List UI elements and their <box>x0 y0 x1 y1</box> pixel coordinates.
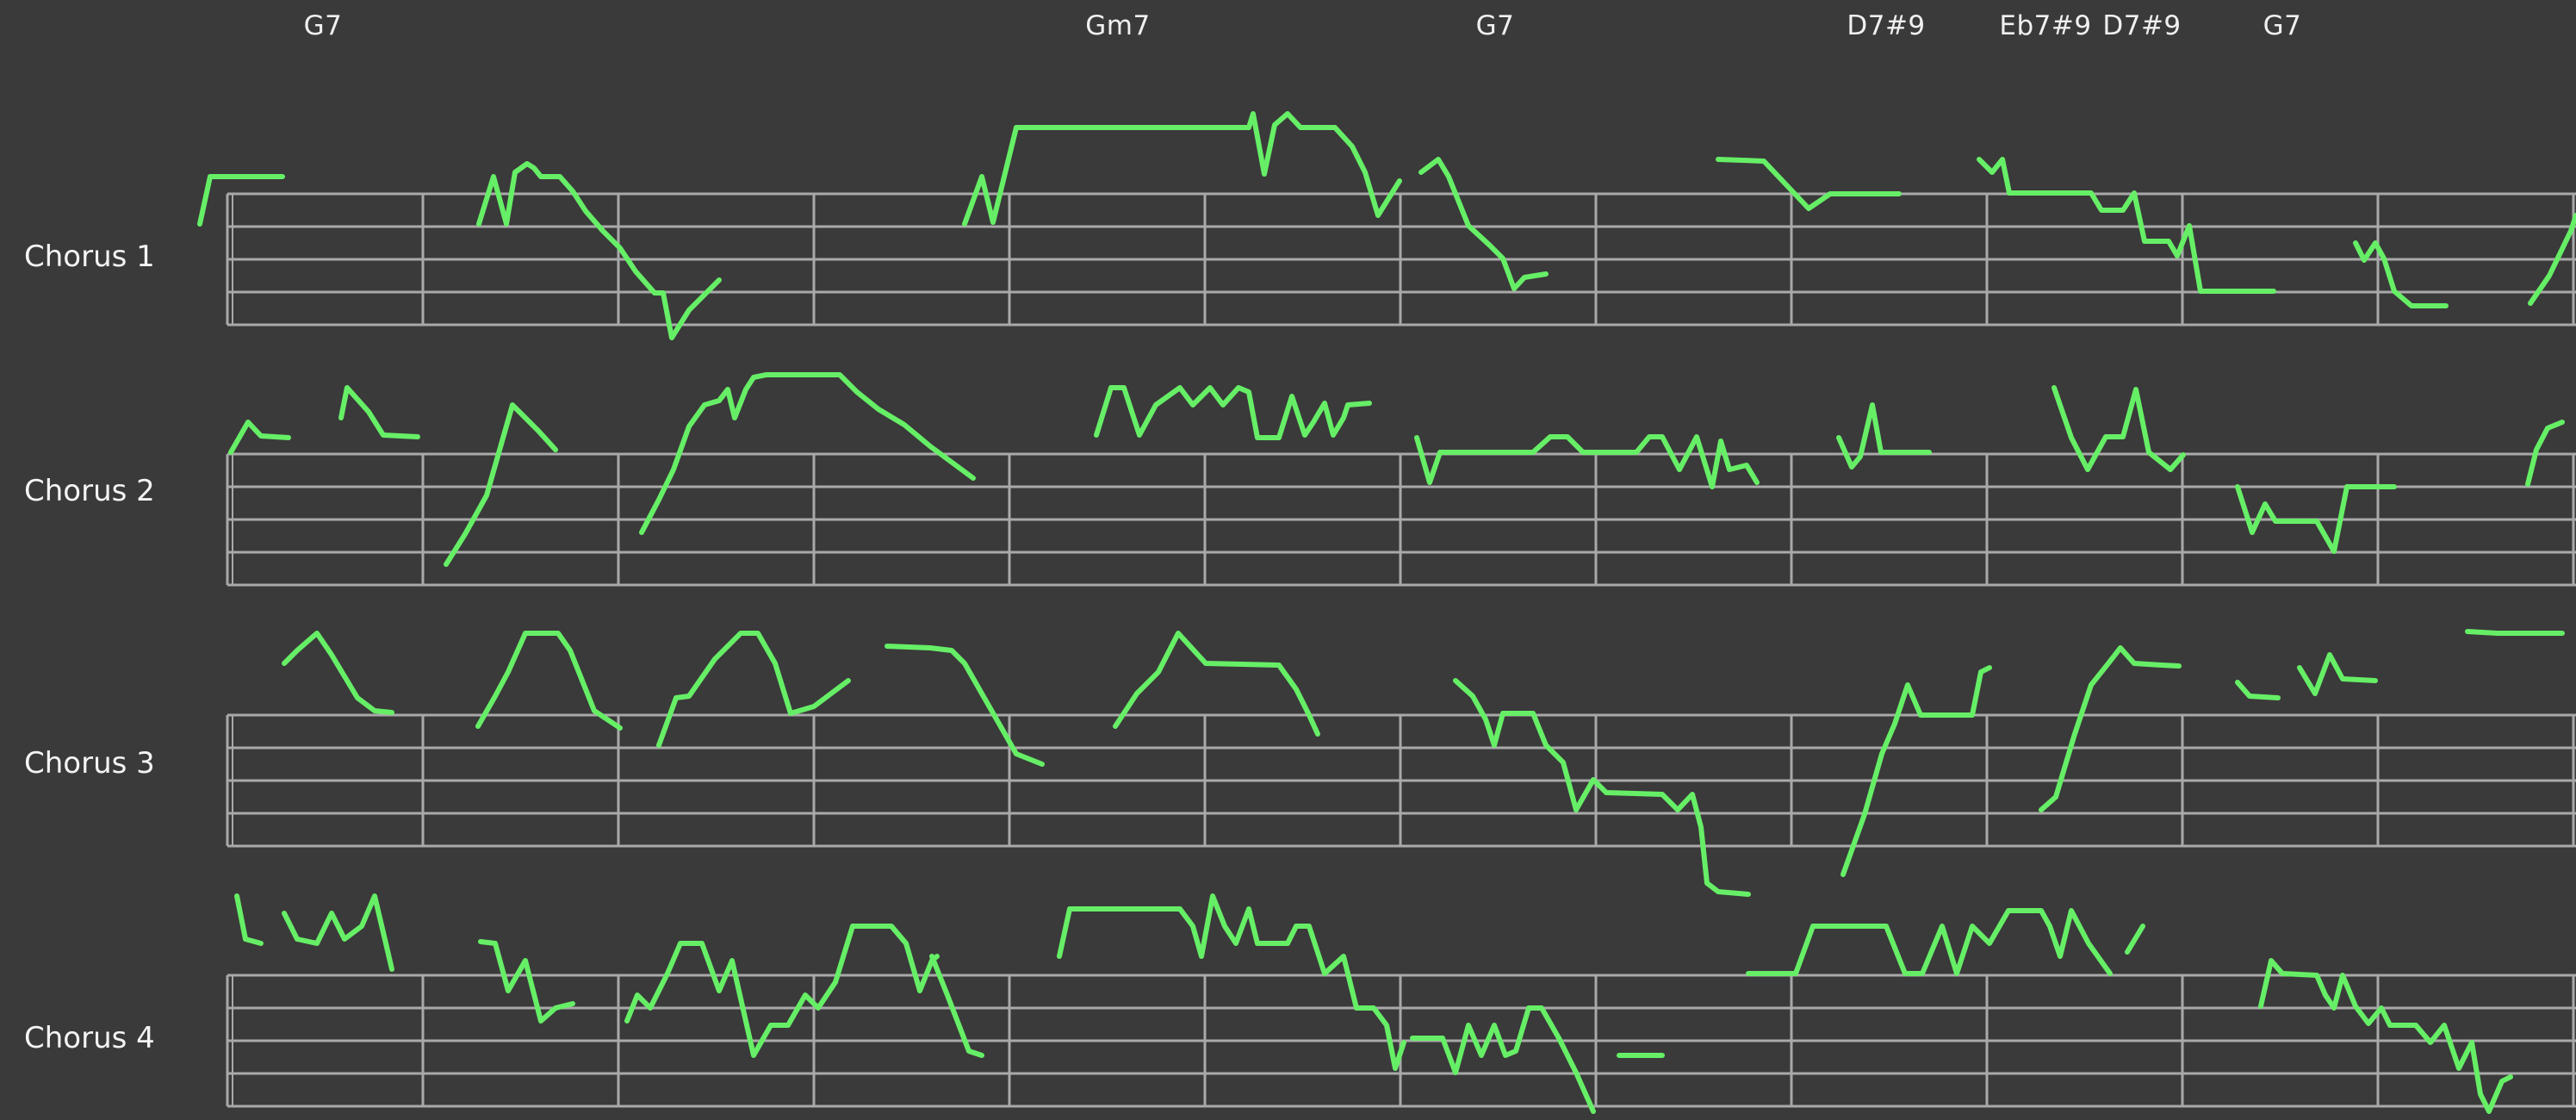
melody-phrase <box>197 174 285 227</box>
chorus-1-label: Chorus 1 <box>24 240 155 274</box>
melody-phrase <box>1094 385 1372 440</box>
melody-phrase <box>656 631 851 748</box>
melody-phrase <box>1414 434 1760 489</box>
melody-phrase <box>1418 157 1549 291</box>
melody-phrase <box>2235 680 2281 700</box>
melody-phrase <box>929 954 984 1058</box>
chorus-4-label: Chorus 4 <box>24 1021 155 1055</box>
melody-phrase <box>1057 893 1406 1071</box>
melody-phrase <box>2125 924 2145 955</box>
melody-phrase <box>1453 678 1751 897</box>
staff-1 <box>226 192 2576 327</box>
melody-phrase <box>478 939 575 1024</box>
melody-phrase <box>476 161 722 340</box>
melody-phrase <box>962 111 1402 227</box>
melody-phrase <box>1840 665 1992 877</box>
melody-phrase <box>2235 484 2397 554</box>
chorus-3-label: Chorus 3 <box>24 746 155 781</box>
chord-label-g7-3: G7 <box>2263 10 2302 41</box>
melody-phrase <box>624 924 940 1058</box>
melody-phrase <box>2528 213 2576 306</box>
melody-phrase <box>2039 645 2182 812</box>
melody-phrase <box>2465 629 2565 636</box>
melody-phrase <box>639 372 976 535</box>
melody-phrase <box>1746 908 2113 976</box>
chord-label-d7s9-1: D7#9 <box>1847 10 1926 41</box>
melody-phrase <box>2258 958 2513 1114</box>
melody-phrase <box>2353 240 2449 308</box>
melody-phrase <box>1716 157 1902 211</box>
melody-phrase <box>885 644 1045 767</box>
staff-2 <box>226 452 2576 587</box>
melody-phrase <box>1113 631 1320 737</box>
melody-phrase <box>1410 1005 1596 1114</box>
melody-phrase <box>228 420 291 455</box>
melody-phrase <box>1836 402 1932 470</box>
melody-phrase <box>282 893 394 972</box>
chord-label-g7-1: G7 <box>303 10 343 41</box>
melody-phrase <box>444 402 558 567</box>
melody-phrase <box>338 385 420 439</box>
staff-4 <box>226 974 2576 1108</box>
melody-phrase <box>282 631 394 715</box>
chord-label-g7-2: G7 <box>1475 10 1515 41</box>
chord-label-eb7s9: Eb7#9 <box>1999 10 2092 41</box>
chorus-2-label: Chorus 2 <box>24 474 155 508</box>
melody-phrase <box>1977 157 2276 294</box>
melody-phrase <box>2051 385 2186 472</box>
chord-label-d7s9-2: D7#9 <box>2102 10 2182 41</box>
melody-phrase <box>234 893 264 946</box>
melody-phrase <box>2297 652 2378 696</box>
chord-label-gm7: Gm7 <box>1085 10 1151 41</box>
melody-phrase <box>2525 420 2565 487</box>
melody-phrase <box>475 631 623 731</box>
